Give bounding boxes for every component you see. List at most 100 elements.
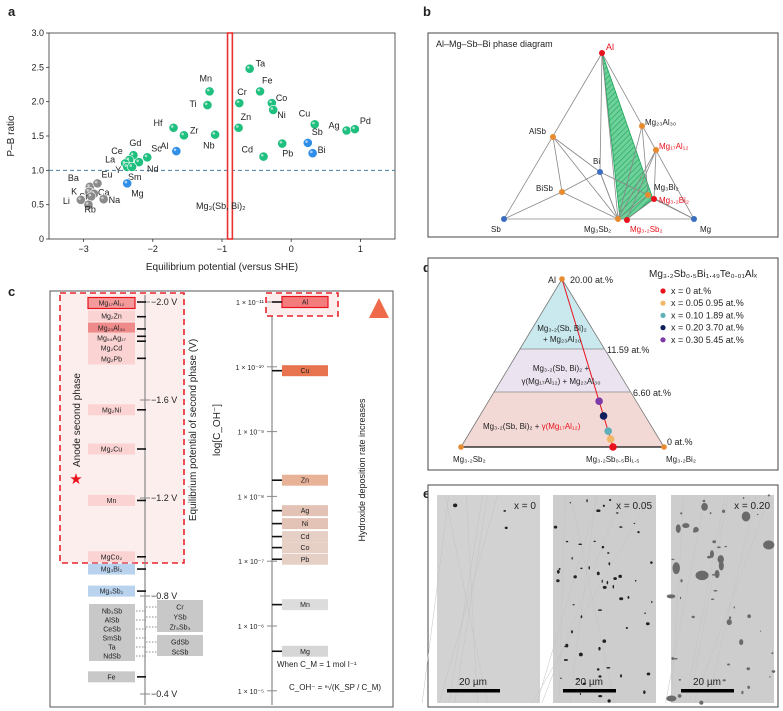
- precipitate: [553, 525, 558, 529]
- legend-marker: [660, 337, 666, 343]
- polish-scratch: [532, 494, 652, 704]
- precipitate: [607, 699, 611, 703]
- panel-label-a: a: [8, 4, 16, 19]
- cathode-group-box: [89, 604, 135, 661]
- point-highlight: [206, 88, 210, 92]
- node-bi: [597, 169, 603, 175]
- micrograph-background: [553, 495, 656, 703]
- panel-c-potential-diagram: −2.0 V −1.6 V −1.2 V −0.8 V −0.4 V Mg₁₇Al₁₂ Mg…: [49, 290, 394, 708]
- precipitate: [608, 562, 611, 566]
- precipitate: [586, 499, 588, 503]
- label-al: Al: [606, 42, 614, 52]
- polish-scratch: [421, 494, 450, 704]
- precipitate: [453, 503, 458, 508]
- point-label: Fe: [262, 75, 273, 85]
- point-label: Rb: [84, 205, 96, 215]
- panel-label-e: e: [423, 486, 430, 501]
- data-point-cd: [258, 151, 269, 162]
- legend-entry: x = 0.05 0.95 at.%: [671, 298, 744, 308]
- point-label: Bi: [318, 145, 326, 155]
- hydroxide-label: Mg: [300, 649, 310, 656]
- composition-point: [606, 435, 615, 443]
- polish-scratch: [444, 494, 488, 704]
- point-label: K: [71, 187, 77, 197]
- point-label: Pb: [282, 149, 293, 159]
- precipitate: [699, 700, 704, 705]
- point-highlight: [212, 132, 216, 135]
- phase-label: Mg₁₇Al₁₂: [99, 301, 125, 308]
- data-point-fe: [255, 86, 265, 97]
- precipitate: [556, 569, 560, 574]
- micrograph-background: [437, 495, 540, 703]
- precipitate: [644, 612, 646, 615]
- highlight-band: [226, 32, 234, 240]
- hydroxide-label: Ag: [301, 508, 310, 515]
- point-label: La: [105, 154, 115, 164]
- precipitate: [588, 566, 590, 570]
- micrograph-2: x = 0.05 20 µm: [532, 494, 656, 704]
- x-tick-label: −3: [78, 244, 88, 254]
- precipitate: [747, 614, 751, 619]
- potential-tick-label: −2.0 V: [151, 297, 177, 307]
- scale-bar: [563, 689, 616, 693]
- polish-scratch: [454, 494, 488, 704]
- precipitate: [724, 545, 728, 548]
- potential-tick-label: −0.4 V: [151, 689, 177, 699]
- data-point-rb: [83, 199, 94, 210]
- precipitate: [728, 616, 732, 620]
- precipitate: [504, 526, 508, 530]
- data-point-hf: [168, 122, 179, 133]
- micrograph-label: x = 0.05: [616, 501, 652, 512]
- point-label: Al: [160, 141, 168, 151]
- hydroxide-label: Mn: [300, 602, 310, 609]
- label-mg3bi2: Mg₃Bi₂: [654, 183, 679, 192]
- cathode-phase-label: Nb₃Sb: [102, 609, 122, 616]
- polish-scratch: [541, 494, 623, 704]
- panel-label-d: d: [423, 260, 431, 275]
- precipitate: [619, 597, 624, 601]
- level-1: 11.59 at.%: [607, 345, 649, 355]
- data-point-zr: [179, 130, 189, 141]
- point-highlight: [352, 126, 355, 130]
- precipitate: [712, 540, 717, 544]
- polish-scratch: [569, 494, 597, 704]
- legend-entry: x = 0 at.%: [671, 286, 711, 296]
- precipitate: [759, 630, 762, 632]
- hydroxide-label: Ni: [302, 521, 309, 528]
- precipitate: [718, 560, 724, 571]
- precipitate: [569, 502, 572, 504]
- point-highlight: [94, 180, 98, 184]
- precipitate: [672, 562, 680, 575]
- left-axis-label: Equilibrium potential of second phase (V…: [188, 339, 199, 521]
- point-label: Sb: [312, 127, 323, 137]
- precipitate: [625, 626, 628, 630]
- node-sb: [501, 216, 507, 222]
- hydroxide-box: [282, 531, 328, 543]
- phase-label: Mn: [107, 498, 117, 505]
- label-mg32bi2: Mg₃.₂Bi₂: [659, 196, 689, 205]
- data-point-nb: [210, 129, 220, 140]
- phase-label: Fe: [107, 674, 115, 681]
- node-mg23al30: [639, 123, 645, 129]
- polish-scratch: [439, 494, 498, 704]
- data-point-ta: [244, 63, 255, 74]
- precipitate: [678, 678, 682, 681]
- anode-label: Anode second phase: [72, 373, 83, 467]
- precipitate: [651, 600, 653, 604]
- panel-label-b: b: [423, 4, 431, 19]
- hydroxide-label: Cu: [301, 368, 310, 375]
- precipitate: [733, 606, 735, 609]
- region-bottom-label: Mg₃.₂(Sb, Bi)₂ + γ(Mg₁₇Al₁₂): [483, 422, 581, 431]
- precipitate: [747, 685, 750, 690]
- point-label: Y: [115, 165, 121, 175]
- point-highlight: [124, 180, 128, 184]
- point-label: Ce: [111, 146, 123, 156]
- precipitate: [711, 573, 716, 576]
- point-highlight: [136, 159, 139, 163]
- potential-tick-label: −1.6 V: [151, 395, 177, 405]
- right-axis-label: log[C_OH⁻]: [212, 404, 223, 456]
- point-highlight: [270, 107, 274, 110]
- legend-marker: [660, 325, 666, 331]
- cathode-phase-label: GdSb: [171, 640, 189, 647]
- log-tick-label: 1 × 10⁻¹¹: [236, 300, 265, 307]
